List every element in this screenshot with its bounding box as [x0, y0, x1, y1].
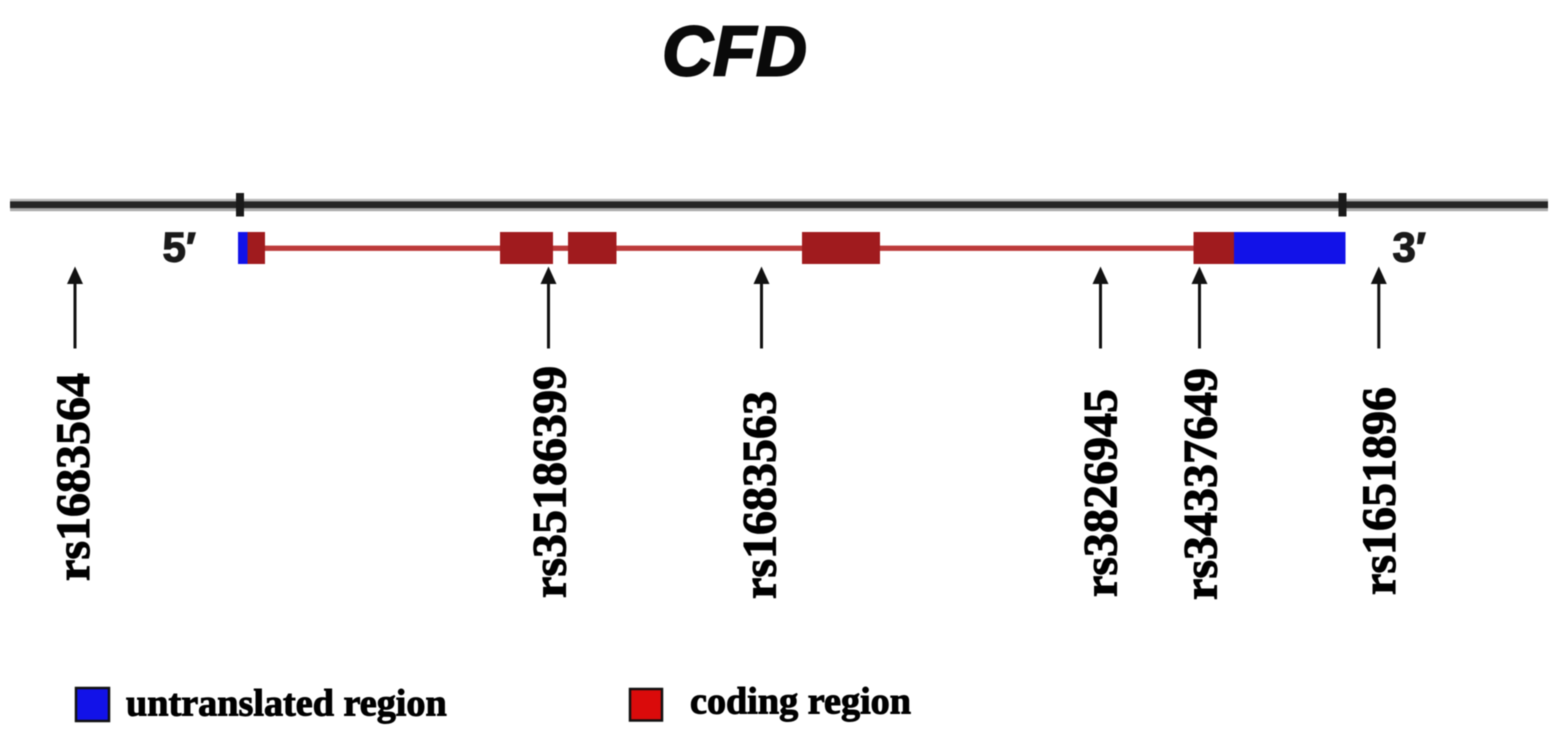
- svg-text:rs1683564: rs1683564: [47, 373, 100, 581]
- svg-text:untranslated region: untranslated region: [126, 683, 447, 725]
- svg-text:rs1651896: rs1651896: [1353, 387, 1406, 595]
- svg-text:3′: 3′: [1393, 224, 1426, 271]
- svg-text:CFD: CFD: [662, 12, 807, 91]
- svg-text:rs35186399: rs35186399: [524, 366, 577, 598]
- svg-text:5′: 5′: [163, 224, 196, 271]
- svg-text:coding region: coding region: [690, 681, 911, 723]
- svg-text:rs3826945: rs3826945: [1075, 389, 1128, 597]
- svg-text:rs1683563: rs1683563: [734, 391, 787, 599]
- svg-text:rs34337649: rs34337649: [1175, 368, 1228, 600]
